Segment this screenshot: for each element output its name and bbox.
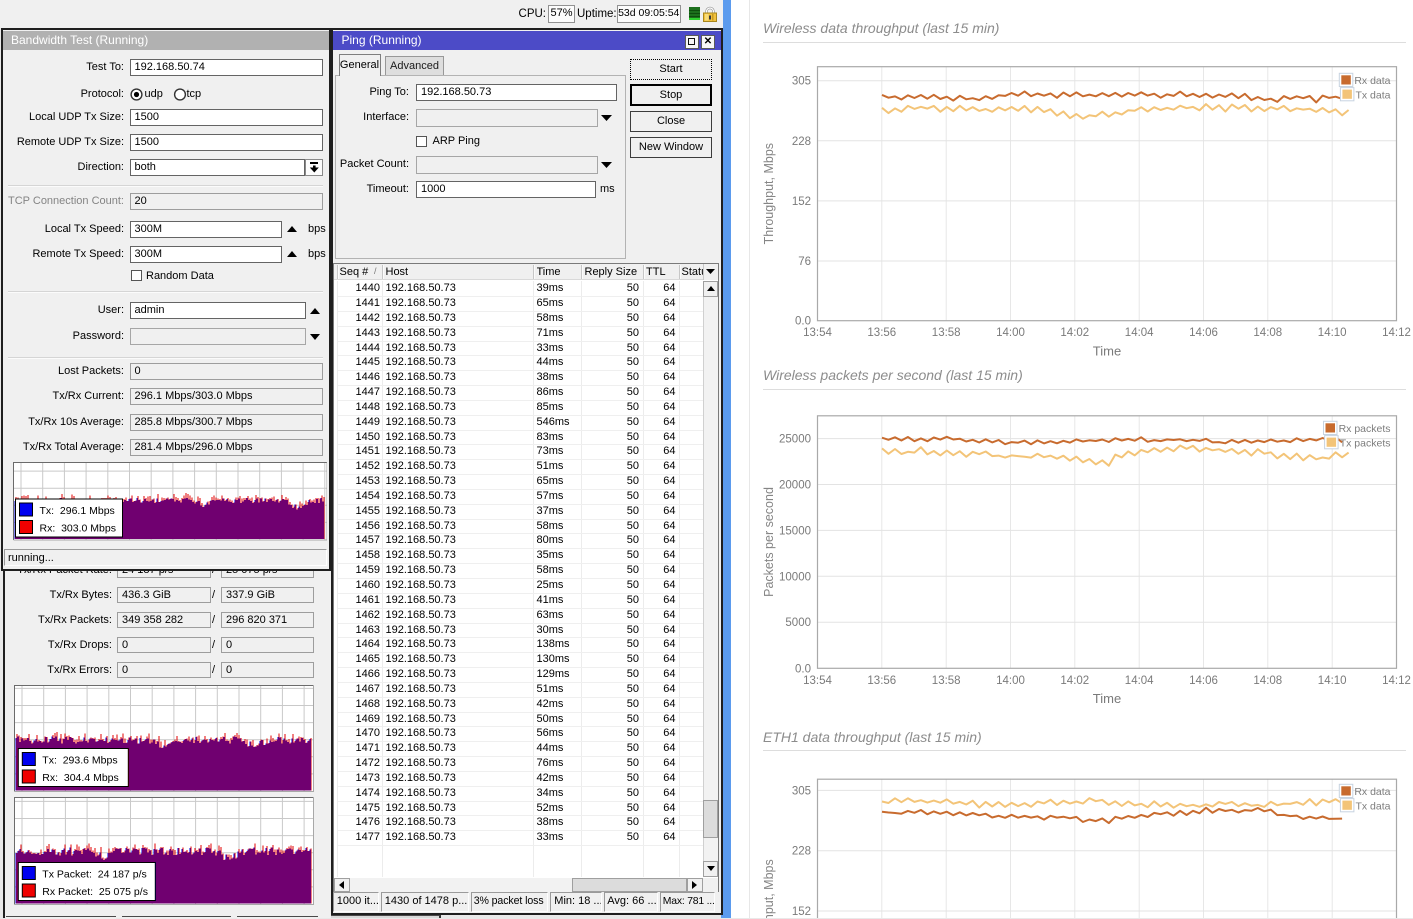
svg-text:Rx data: Rx data: [1354, 786, 1390, 798]
svg-text:Rx packets: Rx packets: [1339, 423, 1391, 435]
svg-text:13:58: 13:58: [932, 675, 961, 687]
svg-text:14:00: 14:00: [996, 675, 1025, 687]
svg-text:Time: Time: [1093, 344, 1121, 359]
svg-text:15000: 15000: [779, 525, 811, 537]
svg-text:Throughput, Mbps: Throughput, Mbps: [762, 859, 776, 918]
svg-text:Packets per second: Packets per second: [762, 487, 776, 597]
svg-text:305: 305: [792, 76, 811, 88]
svg-text:0.0: 0.0: [795, 316, 811, 328]
svg-text:Tx: 293.6 Mbps: Tx: 293.6 Mbps: [42, 754, 117, 766]
svg-text:0.0: 0.0: [795, 663, 811, 675]
svg-text:13:58: 13:58: [932, 327, 961, 339]
svg-text:Rx data: Rx data: [1354, 75, 1390, 87]
svg-text:14:04: 14:04: [1125, 327, 1154, 339]
svg-text:14:10: 14:10: [1318, 327, 1347, 339]
svg-text:14:08: 14:08: [1253, 675, 1282, 687]
svg-text:13:54: 13:54: [803, 327, 832, 339]
svg-text:76: 76: [798, 256, 811, 268]
svg-text:5000: 5000: [785, 617, 811, 629]
svg-text:Tx packets: Tx packets: [1340, 437, 1391, 449]
svg-text:14:06: 14:06: [1189, 675, 1218, 687]
svg-text:Tx data: Tx data: [1355, 89, 1390, 101]
svg-text:Rx: 304.4 Mbps: Rx: 304.4 Mbps: [42, 772, 118, 784]
svg-text:Rx Packet: 25 075 p/s: Rx Packet: 25 075 p/s: [42, 886, 148, 898]
svg-text:14:02: 14:02: [1060, 675, 1089, 687]
svg-text:Tx: 296.1 Mbps: Tx: 296.1 Mbps: [39, 505, 114, 517]
svg-text:Rx: 303.0 Mbps: Rx: 303.0 Mbps: [39, 523, 115, 535]
svg-text:13:56: 13:56: [867, 327, 896, 339]
svg-text:13:54: 13:54: [803, 675, 832, 687]
svg-text:Tx Packet: 24 187 p/s: Tx Packet: 24 187 p/s: [42, 869, 146, 881]
svg-text:10000: 10000: [779, 571, 811, 583]
svg-text:25000: 25000: [779, 434, 811, 446]
svg-text:152: 152: [792, 906, 811, 918]
svg-text:13:56: 13:56: [867, 675, 896, 687]
svg-text:14:12: 14:12: [1382, 675, 1411, 687]
svg-text:Time: Time: [1093, 691, 1121, 706]
svg-text:Tx data: Tx data: [1355, 800, 1390, 812]
svg-text:14:12: 14:12: [1382, 327, 1411, 339]
svg-text:305: 305: [792, 785, 811, 797]
svg-text:152: 152: [792, 196, 811, 208]
svg-text:20000: 20000: [779, 480, 811, 492]
svg-text:228: 228: [792, 846, 811, 858]
svg-text:14:08: 14:08: [1253, 327, 1282, 339]
svg-text:14:00: 14:00: [996, 327, 1025, 339]
svg-text:14:06: 14:06: [1189, 327, 1218, 339]
svg-text:228: 228: [792, 136, 811, 148]
svg-text:14:04: 14:04: [1125, 675, 1154, 687]
svg-text:14:10: 14:10: [1318, 675, 1347, 687]
svg-text:Throughput, Mbps: Throughput, Mbps: [762, 143, 776, 244]
svg-text:14:02: 14:02: [1060, 327, 1089, 339]
